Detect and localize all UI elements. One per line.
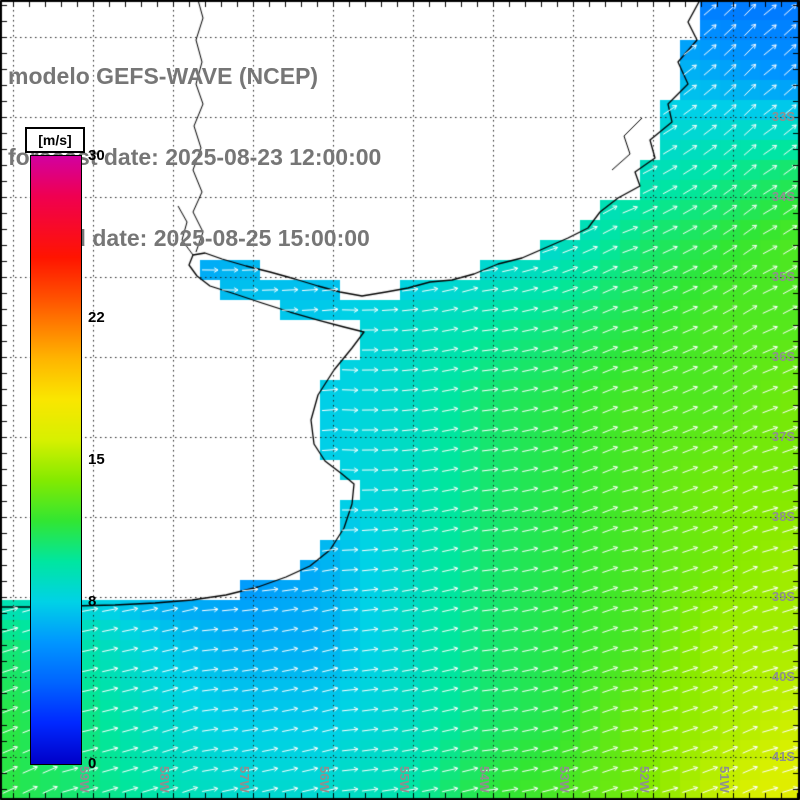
lon-axis-label: 52W bbox=[637, 766, 652, 793]
lat-axis-label: 34S bbox=[771, 189, 795, 204]
lon-axis-label: 59W bbox=[77, 766, 92, 793]
lon-axis-label: 51W bbox=[717, 766, 732, 793]
lat-axis-label: 37S bbox=[771, 429, 795, 444]
colorbar-tick-label: 30 bbox=[88, 147, 105, 164]
colorbar: [m/s] 30 22 15 8 0 bbox=[25, 127, 155, 787]
colorbar-tick-label: 15 bbox=[88, 451, 105, 468]
colorbar-tick-label: 0 bbox=[88, 755, 97, 772]
lon-axis-label: 53W bbox=[557, 766, 572, 793]
colorbar-tick-label: 22 bbox=[88, 309, 105, 327]
lat-axis-label: 41S bbox=[771, 749, 795, 764]
lon-axis-label: 55W bbox=[397, 766, 412, 793]
lat-axis-label: 33S bbox=[771, 109, 795, 124]
model-name: modelo GEFS-WAVE (NCEP) bbox=[8, 63, 319, 89]
lat-axis-label: 39S bbox=[771, 589, 795, 604]
colorbar-gradient bbox=[30, 155, 82, 765]
lat-axis-label: 36S bbox=[771, 349, 795, 364]
lat-axis-label: 35S bbox=[771, 269, 795, 284]
colorbar-tick-label: 8 bbox=[88, 592, 97, 610]
lat-axis-label: 40S bbox=[771, 669, 795, 684]
lon-axis-label: 58W bbox=[157, 766, 172, 793]
lon-axis-label: 56W bbox=[317, 766, 332, 793]
lon-axis-label: 54W bbox=[477, 766, 492, 793]
colorbar-unit-label: [m/s] bbox=[25, 127, 85, 153]
lon-axis-label: 57W bbox=[237, 766, 252, 793]
lat-axis-label: 38S bbox=[771, 509, 795, 524]
